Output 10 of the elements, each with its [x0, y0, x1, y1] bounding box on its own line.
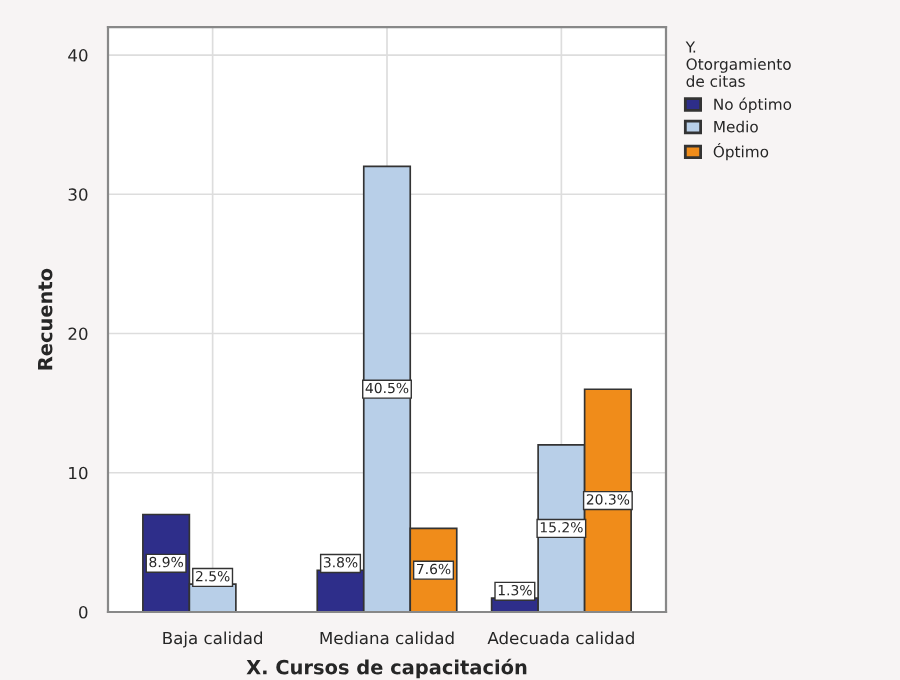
x-tick-label: Mediana calidad [320, 631, 454, 645]
y-tick-label: 0 [79, 605, 88, 619]
y-axis-title: Recuento [38, 268, 53, 370]
x-tick-label: Adecuada calidad [487, 631, 634, 645]
y-tick-label: 40 [68, 49, 88, 62]
y-tick-label: 10 [69, 466, 88, 480]
x-axis-title: X. Cursos de capacitación [246, 658, 527, 679]
x-tick-label: Baja calidad [163, 631, 263, 648]
y-tick-label: 20 [68, 327, 88, 341]
y-tick-label: 30 [68, 188, 88, 201]
